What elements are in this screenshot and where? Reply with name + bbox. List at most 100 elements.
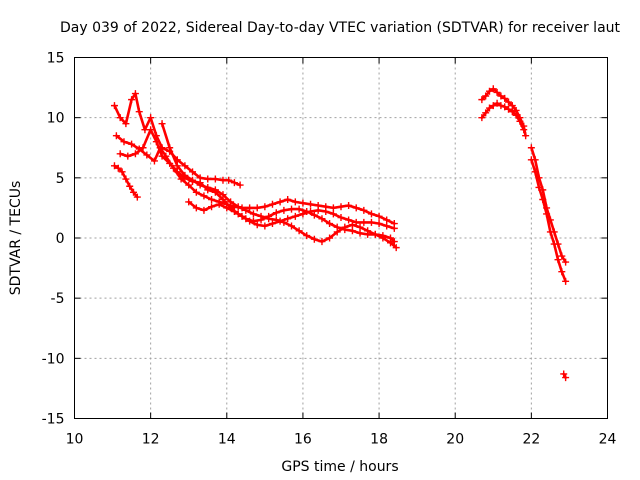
data-point (493, 99, 501, 107)
data-point (318, 238, 326, 246)
data-point (326, 234, 334, 242)
data-point (516, 117, 524, 125)
data-point (288, 205, 296, 213)
data-point (493, 88, 501, 96)
data-point (122, 120, 130, 128)
data-point (227, 198, 235, 206)
data-point (242, 206, 250, 214)
data-point (505, 105, 513, 113)
data-point (291, 212, 299, 220)
data-point (152, 138, 160, 146)
data-point (110, 102, 118, 110)
data-point (375, 212, 383, 220)
data-point (208, 203, 216, 211)
data-point (386, 239, 394, 247)
data-point (307, 200, 315, 208)
data-point (356, 223, 364, 231)
chart-title: Day 039 of 2022, Sidereal Day-to-day VTE… (60, 20, 621, 36)
data-point (531, 168, 539, 176)
series-trace (530, 146, 567, 264)
data-point (375, 220, 383, 228)
x-tick-label: 22 (522, 432, 540, 448)
x-tick-label: 24 (599, 432, 617, 448)
data-point (333, 228, 341, 236)
data-point (181, 171, 189, 179)
data-point (383, 222, 391, 230)
data-point (337, 203, 345, 211)
data-point (520, 126, 528, 134)
data-point (512, 111, 520, 119)
grid-lines (74, 57, 608, 419)
data-point (126, 182, 134, 190)
data-point (192, 188, 200, 196)
data-point (238, 212, 246, 220)
data-point (112, 132, 120, 140)
data-point (268, 200, 276, 208)
data-point (318, 215, 326, 223)
data-point (276, 217, 284, 225)
data-point (485, 104, 493, 112)
axis-ticks: 10 12 14 16 18 20 22 24 15 10 5 0 -5 -10 -15 (42, 51, 617, 448)
x-tick-label: 20 (446, 432, 464, 448)
data-point (166, 159, 174, 167)
data-point (478, 96, 486, 104)
data-point (543, 210, 551, 218)
data-point (131, 90, 139, 98)
data-point (122, 175, 130, 183)
x-tick-label: 16 (294, 432, 312, 448)
data-point (489, 102, 497, 110)
data-point (261, 222, 269, 230)
y-tick-label: -5 (51, 291, 65, 307)
data-point (284, 195, 292, 203)
data-point (147, 126, 155, 134)
data-layer (110, 85, 570, 382)
data-point (118, 168, 126, 176)
data-series (110, 162, 141, 201)
data-point (356, 229, 364, 237)
data-series (185, 198, 398, 232)
data-point (257, 212, 265, 220)
data-point (215, 200, 223, 208)
data-point (219, 191, 227, 199)
data-point (295, 227, 303, 235)
data-point (147, 114, 155, 122)
data-point (562, 258, 570, 266)
data-point (345, 216, 353, 224)
series-trace (530, 158, 567, 283)
data-point (501, 94, 509, 102)
data-point (189, 168, 197, 176)
data-point (181, 162, 189, 170)
data-point (341, 223, 349, 231)
data-point (223, 204, 231, 212)
data-point (367, 210, 375, 218)
data-series (478, 85, 530, 140)
data-point (130, 188, 138, 196)
data-point (246, 217, 254, 225)
data-point (276, 198, 284, 206)
data-point (124, 152, 132, 160)
data-point (116, 114, 124, 122)
data-point (562, 374, 570, 382)
x-tick-label: 18 (370, 432, 388, 448)
data-point (253, 221, 261, 229)
data-point (562, 277, 570, 285)
data-point (114, 164, 122, 172)
data-point (158, 120, 166, 128)
data-point (236, 181, 244, 189)
data-point (546, 228, 554, 236)
data-point (268, 220, 276, 228)
data-point (329, 210, 337, 218)
data-point (352, 218, 360, 226)
data-point (560, 370, 568, 378)
data-point (131, 150, 139, 158)
y-tick-label: 15 (47, 51, 65, 67)
data-point (234, 203, 242, 211)
data-point (200, 192, 208, 200)
data-point (558, 268, 566, 276)
data-point (310, 235, 318, 243)
data-point (173, 162, 181, 170)
data-point (550, 240, 558, 248)
data-point (554, 256, 562, 264)
data-point (310, 211, 318, 219)
data-series (158, 120, 400, 252)
